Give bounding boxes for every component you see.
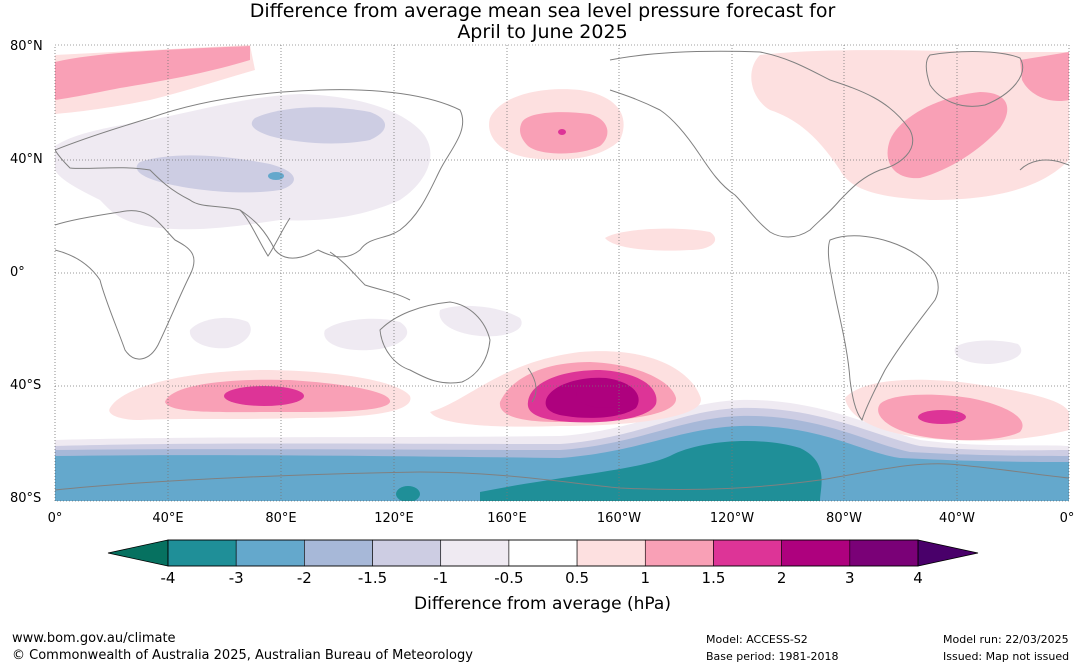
colorbar-tick-label: 1 — [640, 569, 651, 587]
europe-asia-outline — [55, 89, 464, 259]
footer-issued: Issued: Map not issued — [943, 650, 1070, 663]
colorbar-tick-label: 0.5 — [565, 569, 590, 587]
colorbar-high-arrow — [917, 539, 979, 567]
colorbar-title: Difference from average (hPa) — [414, 594, 671, 614]
south-pacific-high-3 — [576, 380, 632, 408]
lat-label-40n: 40°N — [10, 152, 43, 167]
asia-negative-1 — [251, 107, 386, 144]
tropical-pacific-high-05 — [605, 228, 716, 251]
lon-label-80e: 80°E — [265, 511, 297, 526]
colorbar-tick-label: -3 — [228, 569, 244, 587]
lon-label-0: 0° — [47, 511, 63, 526]
colorbar-cell — [235, 539, 305, 567]
lat-label-40s: 40°S — [10, 378, 42, 393]
colorbar-tick-label: 2 — [776, 569, 787, 587]
north-atlantic-high-1b — [1020, 52, 1069, 102]
map-frame — [54, 44, 1070, 502]
map-title-line2: April to June 2025 — [457, 21, 628, 43]
india-outline — [239, 209, 291, 257]
lat-label-80s: 80°S — [10, 491, 42, 506]
colorbar-tick-label: 3 — [845, 569, 855, 587]
colorbar-tick-label: 4 — [913, 569, 923, 587]
south-america-outline — [827, 235, 939, 422]
africa-outline — [55, 210, 195, 360]
map-title-line1: Difference from average mean sea level p… — [249, 0, 836, 22]
lat-label-80n: 80°N — [10, 39, 43, 54]
footer-copyright: © Commonwealth of Australia 2025, Austra… — [12, 648, 473, 663]
colorbar-cell — [372, 539, 442, 567]
colorbar-cell — [304, 539, 373, 567]
europe-outline — [1019, 159, 1069, 171]
north-pacific-high-15 — [558, 129, 566, 135]
colorbar-cell — [576, 539, 646, 567]
colorbar-cell — [849, 539, 919, 567]
colorbar-cell — [440, 539, 510, 567]
lon-label-40e: 40°E — [152, 511, 184, 526]
lat-label-0: 0° — [10, 265, 25, 280]
asia-negative-2 — [268, 172, 284, 180]
greenland-outline — [925, 51, 1023, 107]
australia-outline — [379, 301, 491, 384]
se-asia-outline — [329, 251, 411, 301]
colorbar-cell — [781, 539, 851, 567]
coastlines — [55, 50, 1069, 491]
small-negative-spot — [396, 486, 420, 501]
arctic-high-1 — [55, 46, 250, 100]
colorbar — [107, 539, 979, 567]
lon-label-0-east: 0° — [1059, 511, 1075, 526]
lon-label-120w: 120°W — [709, 511, 755, 526]
colorbar-cell — [167, 539, 237, 567]
colorbar-tick-label: -4 — [160, 569, 176, 587]
footer-model-run: Model run: 22/03/2025 — [943, 633, 1069, 646]
southern-negative-core-3 — [480, 441, 822, 501]
lon-label-160w: 160°W — [596, 511, 642, 526]
footer-url: www.bom.gov.au/climate — [12, 631, 176, 646]
colorbar-tick-label: -1.5 — [357, 569, 388, 587]
south-atlantic-high-15 — [918, 410, 966, 424]
colorbar-cell — [508, 539, 578, 567]
south-atlantic-negative-05 — [954, 340, 1022, 364]
lon-label-160e: 160°E — [487, 511, 527, 526]
north-atlantic-high-1 — [887, 92, 1008, 179]
lon-label-120e: 120°E — [374, 511, 414, 526]
pacific-negative-05 — [324, 318, 408, 351]
south-indian-high-15 — [224, 386, 304, 406]
indian-ocean-negative-05 — [189, 317, 251, 349]
lon-label-40w: 40°W — [939, 511, 975, 526]
colorbar-cell — [644, 539, 714, 567]
africa-negative-05 — [439, 305, 522, 337]
footer-base-period: Base period: 1981-2018 — [706, 650, 839, 663]
colorbar-cell — [713, 539, 782, 567]
new-zealand-outline — [527, 367, 537, 403]
colorbar-low-arrow — [107, 539, 169, 567]
colorbar-tick-label: 1.5 — [701, 569, 726, 587]
colorbar-tick-label: -1 — [433, 569, 449, 587]
colorbar-tick-label: -0.5 — [494, 569, 524, 587]
lon-label-80w: 80°W — [826, 511, 862, 526]
footer-model: Model: ACCESS-S2 — [706, 633, 808, 646]
antarctica-outline — [55, 463, 1069, 491]
map-field — [55, 45, 1069, 501]
asia-negative-1b — [136, 155, 294, 193]
north-america-outline — [609, 50, 914, 238]
graticule — [55, 45, 1069, 501]
colorbar-tick-label: -2 — [296, 569, 312, 587]
